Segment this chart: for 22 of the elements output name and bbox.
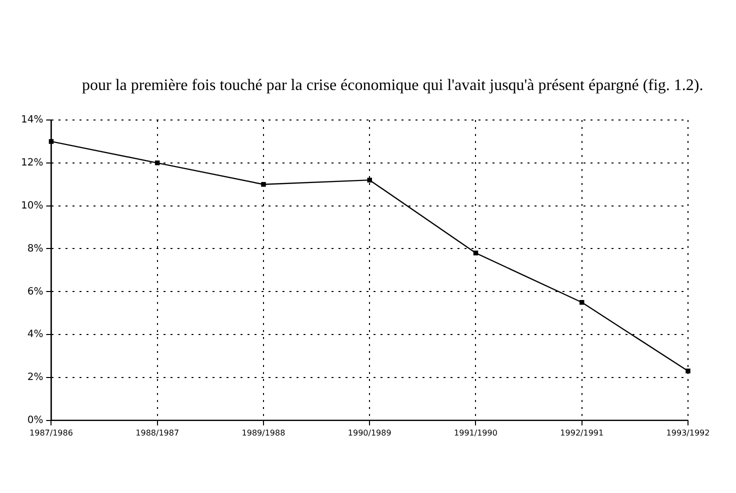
point [473, 250, 478, 256]
point [154, 160, 160, 166]
x-tick-label: 1987/1986 [30, 428, 73, 438]
x-tick-label: 1990/1989 [348, 428, 392, 438]
y-tick-label: 14% [20, 114, 44, 126]
y-tick-label: 4% [27, 329, 44, 340]
y-tick-label: 10% [20, 200, 44, 212]
y-tick-label: 0% [27, 414, 44, 426]
x-tick-label: 1988/1987 [136, 428, 180, 438]
y-tick-label: 2% [27, 372, 44, 384]
point [367, 178, 372, 182]
y-tick-label: 6% [27, 286, 44, 298]
x-tick-label: 1993/1992 [666, 428, 710, 438]
x-tick-label: 1992/1991 [560, 428, 604, 438]
x-tick-label: 1989/1988 [242, 428, 286, 438]
x-tick-label: 1991/1990 [454, 428, 498, 438]
y-tick-label: 12% [20, 158, 44, 169]
point [580, 300, 584, 305]
point [686, 368, 690, 374]
y-tick-label: 8% [27, 243, 44, 254]
text: pour la première fois touché par la crise économique qui l'avait jusqu'à présent épargné (fig. 1.2). [82, 76, 704, 96]
point [261, 182, 266, 187]
